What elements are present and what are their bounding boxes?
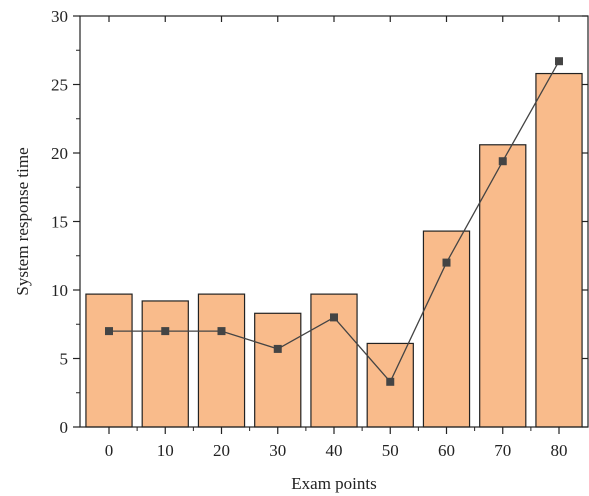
y-tick-label: 5 — [60, 350, 69, 369]
bar — [141, 300, 189, 428]
x-tick-label: 80 — [551, 441, 568, 460]
y-axis-ticks: 0 5 10 15 20 25 30 — [51, 7, 588, 437]
x-tick-label: 60 — [438, 441, 455, 460]
y-tick-label: 25 — [51, 76, 68, 95]
bar — [85, 293, 133, 428]
bar — [254, 312, 302, 428]
x-axis-title: Exam points — [291, 474, 376, 493]
line-point — [105, 327, 113, 336]
line-point — [386, 377, 395, 386]
y-tick-label: 30 — [51, 7, 68, 26]
bar — [535, 72, 583, 428]
x-tick-label: 20 — [213, 441, 230, 460]
x-axis-ticks: 0 10 20 30 40 50 60 70 80 — [105, 16, 568, 460]
line-point — [273, 344, 282, 353]
x-tick-label: 50 — [382, 441, 399, 460]
bar-series — [85, 72, 583, 428]
x-tick-label: 40 — [326, 441, 343, 460]
y-tick-label: 20 — [51, 144, 68, 163]
line-point — [217, 327, 226, 336]
y-tick-label: 10 — [51, 281, 68, 300]
line-point — [161, 327, 170, 336]
line-series — [105, 57, 563, 386]
bar — [197, 293, 246, 428]
x-tick-label: 30 — [269, 441, 286, 460]
x-tick-label: 0 — [105, 441, 114, 460]
line-point — [330, 313, 338, 322]
x-tick-label: 10 — [157, 441, 174, 460]
line-point — [498, 157, 507, 166]
line-point — [555, 57, 563, 66]
y-tick-label: 15 — [51, 213, 68, 232]
y-tick-label: 0 — [60, 418, 69, 437]
bar — [479, 144, 527, 428]
x-tick-label: 70 — [494, 441, 511, 460]
line-point — [442, 258, 451, 267]
y-axis-title: System response time — [13, 147, 32, 295]
plot-frame — [79, 15, 589, 428]
